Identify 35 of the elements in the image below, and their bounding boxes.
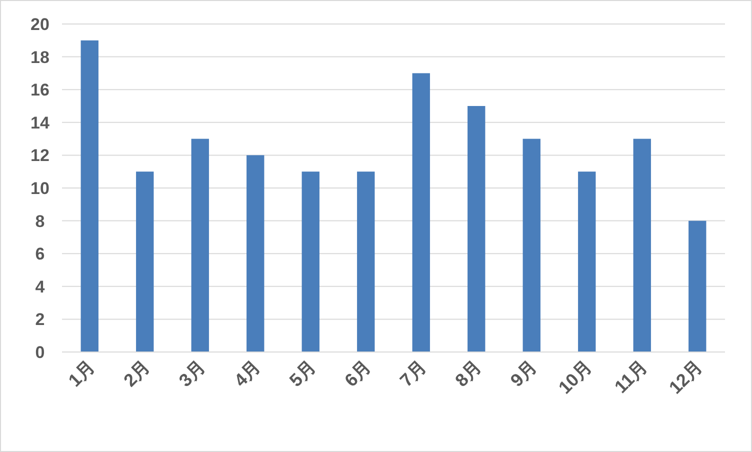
bar [412,73,430,352]
y-tick-label: 0 [35,343,45,362]
x-tick-label: 10月 [554,356,596,398]
y-tick-label: 6 [35,244,45,264]
bar [191,138,209,352]
bar [136,172,154,352]
y-tick-label: 14 [30,113,50,132]
y-tick-label: 12 [30,146,50,166]
x-tick-label: 4月 [230,356,264,391]
y-tick-label: 18 [30,48,50,67]
y-tick-label: 2 [35,310,45,330]
y-tick-label: 4 [35,277,46,296]
x-tick-label: 3月 [175,356,209,391]
y-tick-label: 16 [30,80,50,100]
bar [80,40,98,352]
bar [578,172,596,352]
x-tick-label: 11月 [610,356,651,398]
x-tick-label: 2月 [120,356,154,391]
bar [246,155,264,352]
x-tick-label: 8月 [451,356,486,391]
y-tick-label: 10 [30,179,50,198]
y-tick-label: 20 [30,15,50,34]
bar [688,220,706,352]
bar [357,172,375,352]
bar [468,106,486,352]
y-tick-label: 8 [35,212,45,231]
bar [633,138,651,352]
x-tick-label: 7月 [396,356,430,391]
bar [522,138,540,352]
x-tick-label: 9月 [506,356,540,391]
x-tick-label: 5月 [286,356,320,391]
x-tick-label: 12月 [665,356,706,398]
x-tick-label: 6月 [340,356,375,391]
x-tick-label: 1月 [64,356,98,391]
bar [302,172,320,352]
